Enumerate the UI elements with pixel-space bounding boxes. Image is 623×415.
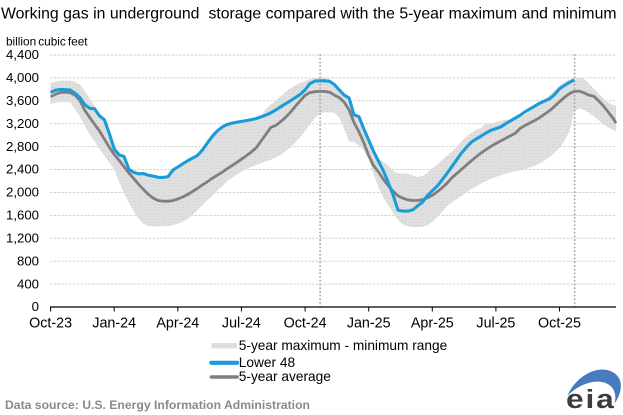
svg-text:Jan-25: Jan-25 xyxy=(347,316,391,332)
svg-text:Apr-25: Apr-25 xyxy=(411,316,454,332)
svg-text:Lower 48: Lower 48 xyxy=(239,355,296,370)
svg-text:Apr-24: Apr-24 xyxy=(156,316,199,332)
svg-text:Oct-25: Oct-25 xyxy=(538,316,581,332)
svg-text:3,600: 3,600 xyxy=(6,93,39,108)
svg-text:Jul-25: Jul-25 xyxy=(476,316,515,332)
svg-text:0: 0 xyxy=(32,299,39,314)
svg-text:2,000: 2,000 xyxy=(6,185,39,200)
svg-text:4,400: 4,400 xyxy=(6,47,39,62)
svg-text:1,200: 1,200 xyxy=(6,231,39,246)
svg-text:4,000: 4,000 xyxy=(6,70,39,85)
svg-text:Working gas in underground s: Working gas in underground storage compa… xyxy=(1,5,617,22)
svg-text:2,800: 2,800 xyxy=(6,139,39,154)
svg-text:400: 400 xyxy=(17,276,39,291)
svg-text:Jan-24: Jan-24 xyxy=(92,316,136,332)
svg-text:eia: eia xyxy=(566,386,616,415)
svg-text:1,600: 1,600 xyxy=(6,208,39,223)
svg-text:billion cubic feet: billion cubic feet xyxy=(6,35,88,49)
svg-text:3,200: 3,200 xyxy=(6,116,39,131)
svg-text:Oct-23: Oct-23 xyxy=(29,316,72,332)
svg-text:2,400: 2,400 xyxy=(6,162,39,177)
svg-text:Data source: U.S. Energy Info: Data source: U.S. Energy Information Adm… xyxy=(5,398,310,412)
svg-text:800: 800 xyxy=(17,253,39,268)
svg-text:Jul-24: Jul-24 xyxy=(222,316,261,332)
svg-text:Oct-24: Oct-24 xyxy=(284,316,327,332)
svg-text:5-year average: 5-year average xyxy=(239,369,331,384)
svg-text:5-year maximum - minimum range: 5-year maximum - minimum range xyxy=(239,338,447,353)
